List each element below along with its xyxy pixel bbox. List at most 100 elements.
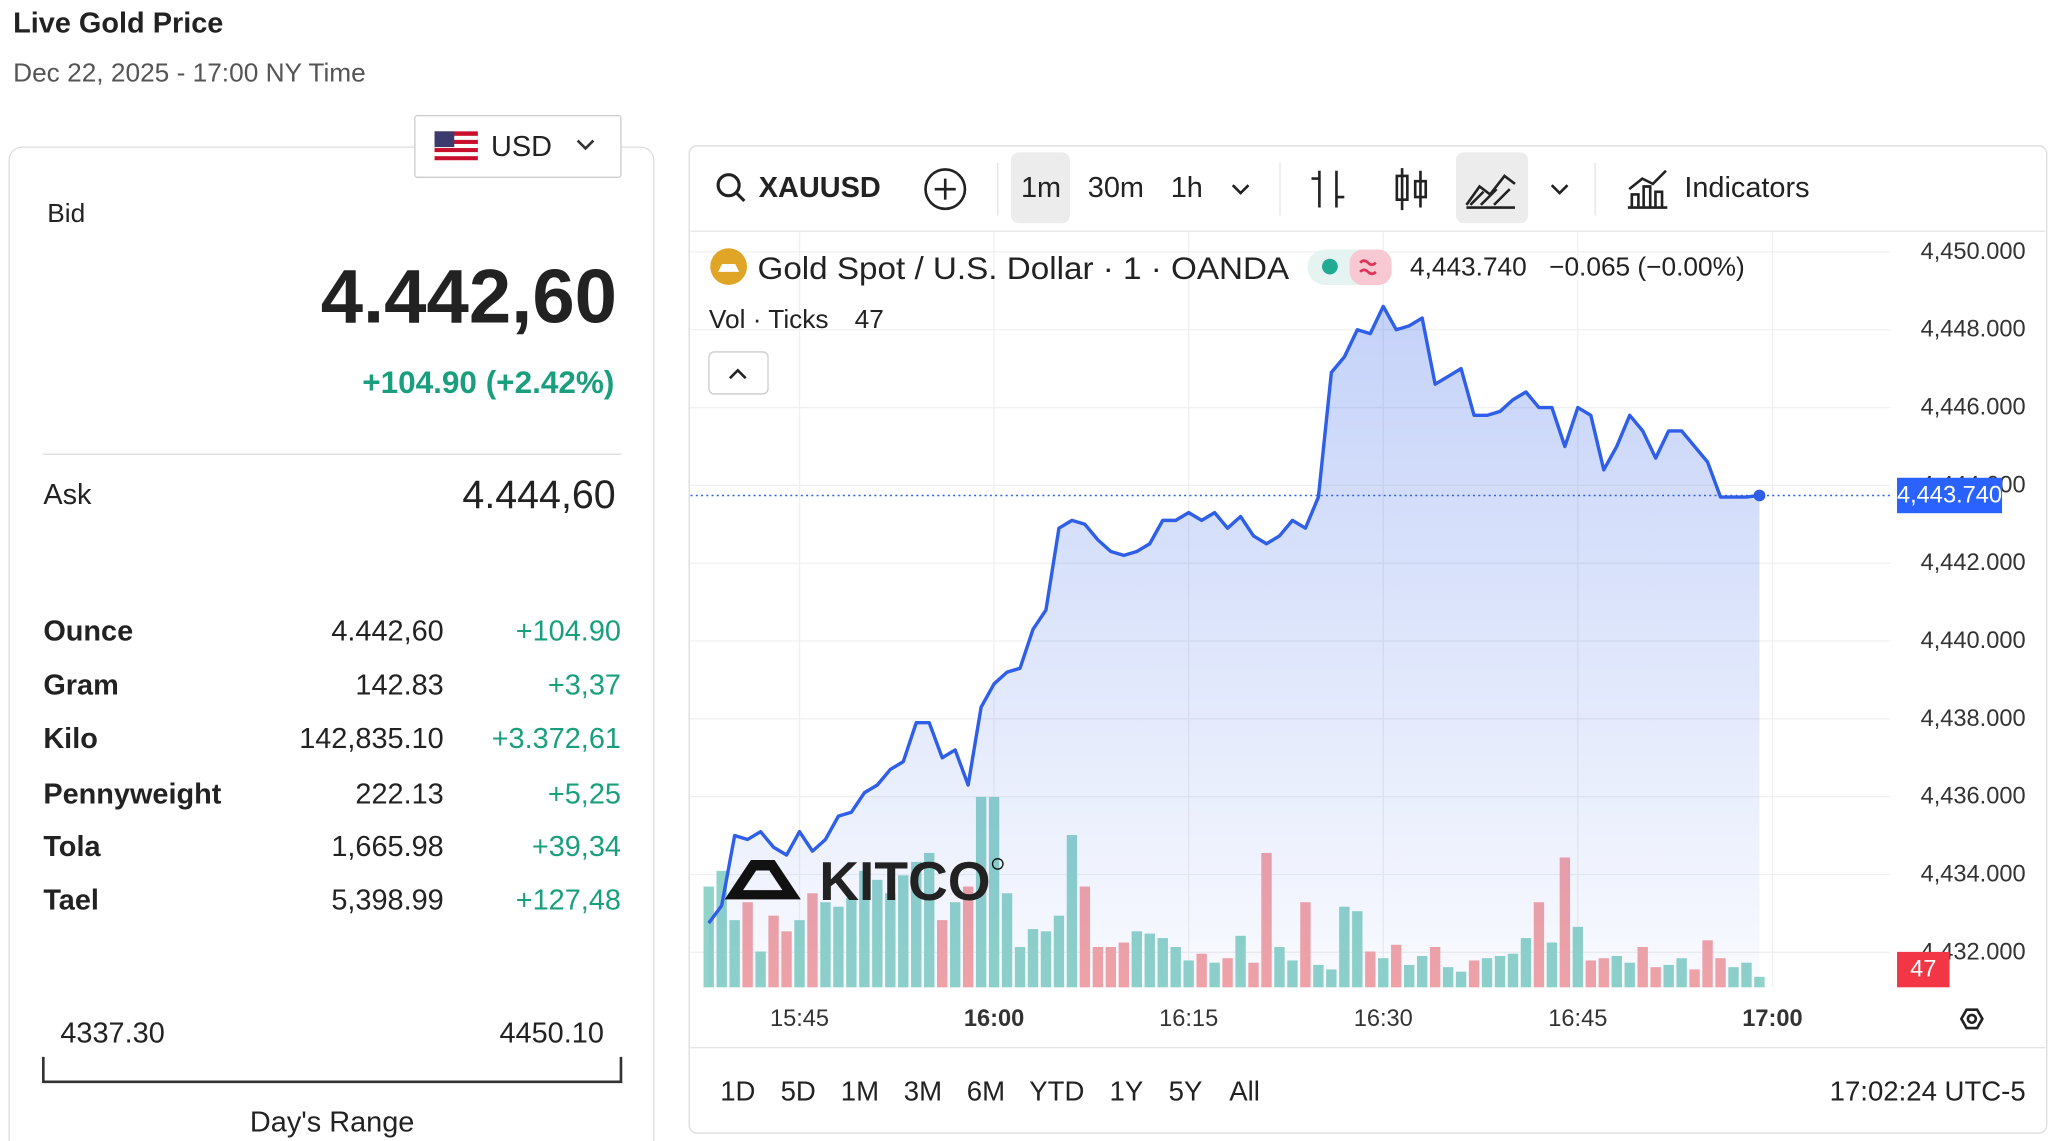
chart-type-active[interactable] <box>1455 152 1529 224</box>
settings-icon[interactable] <box>1959 1008 1984 1030</box>
range-buttons: 1D 5D 1M 3M 6M YTD 1Y 5Y All <box>720 1076 1260 1107</box>
symbol[interactable]: XAUUSD <box>759 172 881 204</box>
status-dot <box>1322 258 1338 275</box>
range-low: 4337.30 <box>60 1017 164 1049</box>
unit-name: Kilo <box>43 723 98 755</box>
x-tick-label: 16:45 <box>1548 1006 1607 1032</box>
unit-change: +3.372,61 <box>492 723 621 755</box>
compare-button[interactable] <box>924 168 967 211</box>
range-button[interactable]: 1M <box>841 1076 879 1107</box>
unit-change: +127,48 <box>516 885 621 917</box>
chevron[interactable] <box>1550 184 1569 195</box>
x-tick-label: 16:15 <box>1159 1006 1218 1032</box>
unit-price: 5,398.99 <box>331 885 443 917</box>
range-button[interactable]: 5Y <box>1169 1076 1203 1107</box>
area-icon <box>1465 174 1516 209</box>
last-point <box>1753 489 1766 502</box>
unit-change: +5,25 <box>548 778 621 810</box>
ask-label: Ask <box>43 479 92 511</box>
y-tick-label: 4,434.000 <box>1921 861 2026 887</box>
price-area <box>708 306 1760 988</box>
logo-text: KITCO <box>819 850 991 912</box>
bars-icon[interactable] <box>1311 170 1345 208</box>
y-tick-label: 4,436.000 <box>1921 784 2026 810</box>
page-subtitle: Dec 22, 2025 - 17:00 NY Time <box>13 57 366 87</box>
chevron <box>576 139 595 151</box>
indicators-button[interactable]: Indicators <box>1627 169 1810 209</box>
range-label: Day's Range <box>250 1107 414 1139</box>
currency-button[interactable] <box>414 114 622 178</box>
plot <box>707 304 1766 988</box>
symbol-logo <box>718 263 740 272</box>
unit-price: 142,835.10 <box>299 723 444 755</box>
interval[interactable]: 1m <box>1021 172 1061 204</box>
symbol-search[interactable]: XAUUSD <box>716 172 881 204</box>
y-tick-label: 4,450.000 <box>1921 239 2026 265</box>
last-volume-label: 47 <box>1910 957 1936 983</box>
range-button[interactable]: 1D <box>720 1076 755 1107</box>
status-pill <box>1349 249 1392 285</box>
legend-title: Gold Spot / U.S. Dollar · 1 · OANDA <box>757 250 1289 286</box>
unit-price: 4.442,60 <box>331 616 443 648</box>
price-card <box>8 146 655 1141</box>
us-flag <box>434 131 478 161</box>
intervals: 1m 30m 1h <box>1021 172 1203 204</box>
currency-label: USD <box>491 131 552 163</box>
unit-name: Gram <box>43 669 118 701</box>
unit-change: +39,34 <box>532 831 621 863</box>
indicators-label[interactable]: Indicators <box>1684 172 1809 204</box>
unit-change: +104.90 <box>516 616 621 648</box>
y-tick-label: 4,440.000 <box>1921 628 2026 654</box>
y-tick-label: 4,448.000 <box>1921 317 2026 343</box>
ask-price: 4.444,60 <box>462 473 615 517</box>
y-tick-label: 4,438.000 <box>1921 706 2026 732</box>
last-volume-box <box>1897 951 1950 988</box>
unit-name: Tola <box>43 831 101 863</box>
last-price-label: 4,443.740 <box>1897 482 2002 508</box>
status-icon <box>1359 259 1377 276</box>
x-tick-label: 17:00 <box>1742 1006 1802 1032</box>
volume-value: 47 <box>855 304 884 334</box>
search-icon <box>716 173 741 198</box>
range-bracket <box>42 1056 623 1084</box>
price-line <box>707 304 1760 925</box>
unit-name: Pennyweight <box>43 778 221 810</box>
range-button[interactable]: 5D <box>781 1076 816 1107</box>
search-icon <box>735 191 746 203</box>
unit-name: Tael <box>43 885 99 917</box>
x-tick-label: 16:30 <box>1354 1006 1413 1032</box>
unit-table: Ounce 4.442,60 +104.90 Gram 142.83 +3,37 Kilo 1… <box>43 616 621 917</box>
unit-price: 1,665.98 <box>331 831 443 863</box>
x-tick-label: 15:45 <box>770 1006 829 1032</box>
volume-label: Vol · Ticks <box>709 304 829 334</box>
bid-label: Bid <box>47 198 85 228</box>
range-high: 4450.10 <box>500 1017 604 1049</box>
interval[interactable]: 30m <box>1088 172 1144 204</box>
last-price-box <box>1897 477 2003 514</box>
y-tick-label: 4,442.000 <box>1921 550 2026 576</box>
candles-icon[interactable] <box>1395 168 1428 211</box>
kitco-logo: KITCO <box>724 850 1004 912</box>
range-button[interactable]: YTD <box>1029 1076 1084 1107</box>
axes: 4,432.0004,434.0004,436.0004,438.0004,44… <box>770 239 2026 1032</box>
unit-change: +3,37 <box>548 669 621 701</box>
bid-change: +104.90 (+2.42%) <box>362 364 614 400</box>
x-tick-label: 16:00 <box>964 1006 1024 1032</box>
range-button[interactable]: All <box>1229 1076 1260 1107</box>
y-tick-label: 4,446.000 <box>1921 395 2026 421</box>
clock: 17:02:24 UTC-5 <box>1830 1076 2026 1107</box>
page-title: Live Gold Price <box>13 8 223 40</box>
unit-price: 222.13 <box>355 778 443 810</box>
interval-active <box>1010 152 1070 224</box>
range-button[interactable]: 3M <box>904 1076 942 1107</box>
collapse-button[interactable] <box>708 351 769 395</box>
interval[interactable]: 1h <box>1171 172 1203 204</box>
chevron[interactable] <box>1231 184 1250 195</box>
range-button[interactable]: 1Y <box>1110 1076 1144 1107</box>
bid-price: 4.442,60 <box>321 254 617 339</box>
currency-select[interactable]: USD <box>414 114 622 178</box>
unit-price: 142.83 <box>355 669 443 701</box>
legend-price: 4,443.740 <box>1410 252 1527 282</box>
range-button[interactable]: 6M <box>967 1076 1005 1107</box>
